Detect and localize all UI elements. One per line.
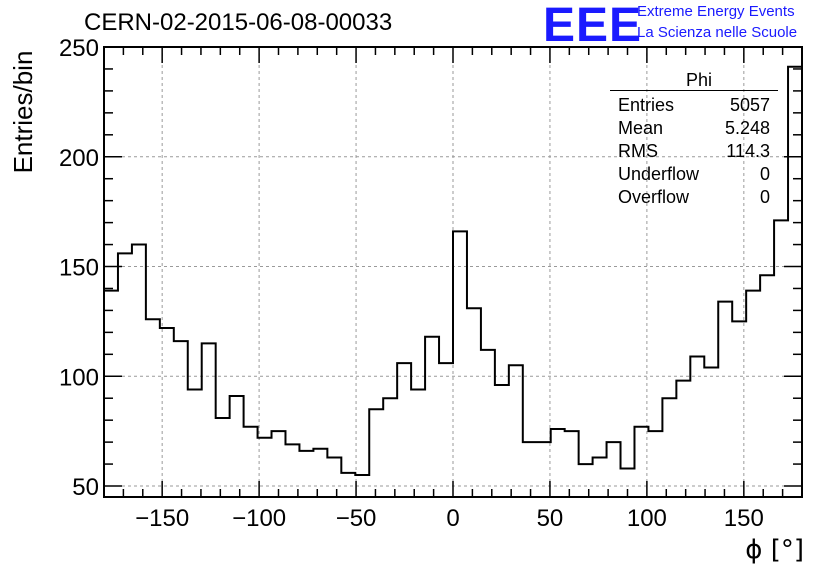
histogram-bin — [593, 457, 607, 497]
histogram-bin — [188, 389, 202, 497]
x-tick-label: −50 — [336, 505, 377, 532]
histogram-bin — [579, 464, 593, 497]
stats-value: 5057 — [729, 95, 770, 115]
histogram-bin — [341, 473, 355, 497]
x-axis-label: ϕ [°] — [745, 535, 804, 565]
stats-row-entries: Entries 5057 — [610, 94, 778, 117]
stats-row-underflow: Underflow 0 — [610, 163, 778, 186]
logo-line-2: La Scienza nelle Scuole — [637, 24, 798, 41]
stats-row-rms: RMS 114.3 — [610, 140, 778, 163]
axes — [103, 46, 803, 498]
histogram-bin — [104, 291, 118, 497]
stats-divider — [610, 90, 778, 91]
y-tick-label: 100 — [59, 364, 99, 391]
stats-value: 0 — [759, 164, 770, 184]
histogram-bin — [272, 431, 286, 497]
tick-labels: −150 −100 −50 0 50 100 150 50 100 150 200 250 — [59, 35, 764, 532]
histogram-bin — [523, 442, 537, 497]
histogram-bin — [788, 67, 802, 497]
stats-row-overflow: Overflow 0 — [610, 186, 778, 209]
histogram-bin — [774, 220, 788, 497]
histogram-bin — [718, 302, 732, 497]
y-tick-label: 150 — [59, 255, 99, 282]
stats-row-mean: Mean 5.248 — [610, 117, 778, 140]
histogram-bin — [509, 365, 523, 497]
histogram-bin — [383, 398, 397, 497]
histogram-bin — [202, 343, 216, 497]
histogram-bin — [495, 385, 509, 497]
y-tick-label: 50 — [72, 474, 99, 501]
histogram-bin — [397, 363, 411, 497]
y-tick-label: 200 — [59, 145, 99, 172]
histogram-bin — [607, 442, 621, 497]
stats-label: RMS — [618, 141, 658, 161]
stats-label: Entries — [618, 95, 675, 115]
stats-value: 114.3 — [726, 141, 770, 161]
histogram-bin — [244, 427, 258, 497]
logo-line-1: Extreme Energy Events — [637, 3, 795, 20]
histogram-bin — [146, 319, 160, 497]
eee-logo: EEE — [543, 0, 643, 52]
histogram-bin — [132, 245, 146, 497]
histogram-bin — [481, 350, 495, 497]
histogram-line — [104, 65, 802, 477]
x-tick-label: 100 — [627, 505, 667, 532]
stats-box: Phi Entries 5057 Mean 5.248 RMS 114.3 Un… — [610, 70, 778, 209]
histogram-bin — [565, 431, 579, 497]
stats-value: 0 — [759, 187, 770, 207]
histogram-bin — [676, 381, 690, 497]
stats-label: Underflow — [618, 164, 700, 184]
histogram-bin — [118, 253, 132, 497]
histogram-bin — [174, 341, 188, 497]
histogram-bin — [467, 308, 481, 497]
histogram-bin — [327, 457, 341, 497]
x-tick-label: 150 — [724, 505, 764, 532]
histogram-bin — [690, 357, 704, 497]
histogram-bin — [551, 429, 565, 497]
stats-value: 5.248 — [724, 118, 770, 138]
histogram-bin — [411, 389, 425, 497]
histogram-bin — [648, 431, 662, 497]
stats-title: Phi — [685, 70, 712, 90]
x-tick-label: 0 — [446, 505, 459, 532]
x-tick-label: −100 — [232, 505, 286, 532]
y-tick-label: 250 — [59, 35, 99, 62]
histogram-bin — [537, 442, 551, 497]
histogram-bin — [425, 337, 439, 497]
histogram-bin — [662, 398, 676, 497]
histogram-bin — [746, 291, 760, 497]
stats-label: Mean — [618, 118, 664, 138]
histogram-bin — [704, 367, 718, 497]
histogram-bin — [732, 321, 746, 497]
x-tick-label: −150 — [135, 505, 189, 532]
histogram-bin — [313, 449, 327, 497]
x-tick-label: 50 — [537, 505, 564, 532]
histogram-series — [104, 65, 802, 497]
chart-title: CERN-02-2015-06-08-00033 — [84, 9, 393, 36]
histogram-bin — [299, 451, 313, 497]
histogram-bin — [355, 475, 369, 497]
y-axis-label: Entries/bin — [8, 51, 38, 174]
histogram-bin — [369, 409, 383, 497]
histogram-bin — [760, 275, 774, 497]
histogram-bin — [216, 418, 230, 497]
histogram-bin — [160, 328, 174, 497]
stats-label: Overflow — [618, 187, 690, 207]
histogram-bin — [439, 363, 453, 497]
histogram-bin — [453, 231, 467, 497]
histogram-bin — [230, 396, 244, 497]
